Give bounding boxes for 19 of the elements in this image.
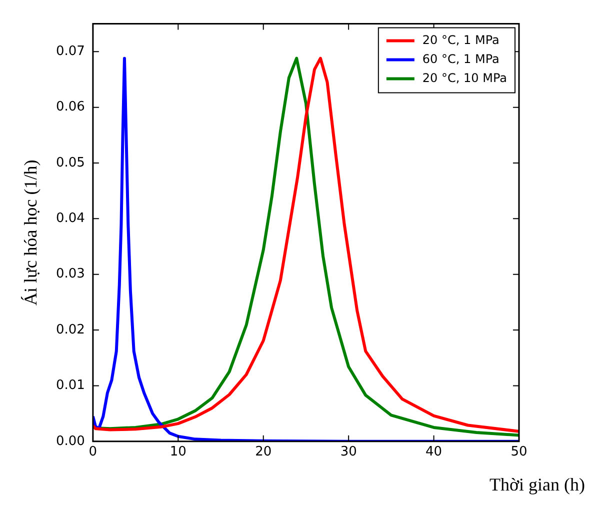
y-tick-label: 0.03 xyxy=(56,266,85,282)
x-tick-label: 40 xyxy=(426,444,442,460)
y-tick-label: 0.06 xyxy=(56,100,85,115)
x-tick-label: 30 xyxy=(340,444,357,460)
y-tick-label: 0.01 xyxy=(56,378,85,394)
x-tick-label: 50 xyxy=(510,444,528,460)
y-tick-label: 0.07 xyxy=(56,44,85,60)
y-tick-label: 0.00 xyxy=(56,434,85,449)
x-tick-label: 10 xyxy=(170,444,186,460)
y-tick-label: 0.05 xyxy=(56,155,85,170)
x-tick-label: 20 xyxy=(255,444,272,460)
legend-label: 60 °C, 1 MPa xyxy=(422,52,500,66)
legend-label: 20 °C, 1 MPa xyxy=(422,32,500,47)
y-tick-label: 0.04 xyxy=(56,211,85,226)
y-axis-title: Ái lực hóa học (1/h) xyxy=(20,160,41,306)
legend-label: 20 °C, 10 MPa xyxy=(422,70,508,85)
x-axis-title: Thời gian (h) xyxy=(490,474,585,495)
y-tick-label: 0.02 xyxy=(56,322,85,338)
x-tick-label: 0 xyxy=(88,444,98,460)
